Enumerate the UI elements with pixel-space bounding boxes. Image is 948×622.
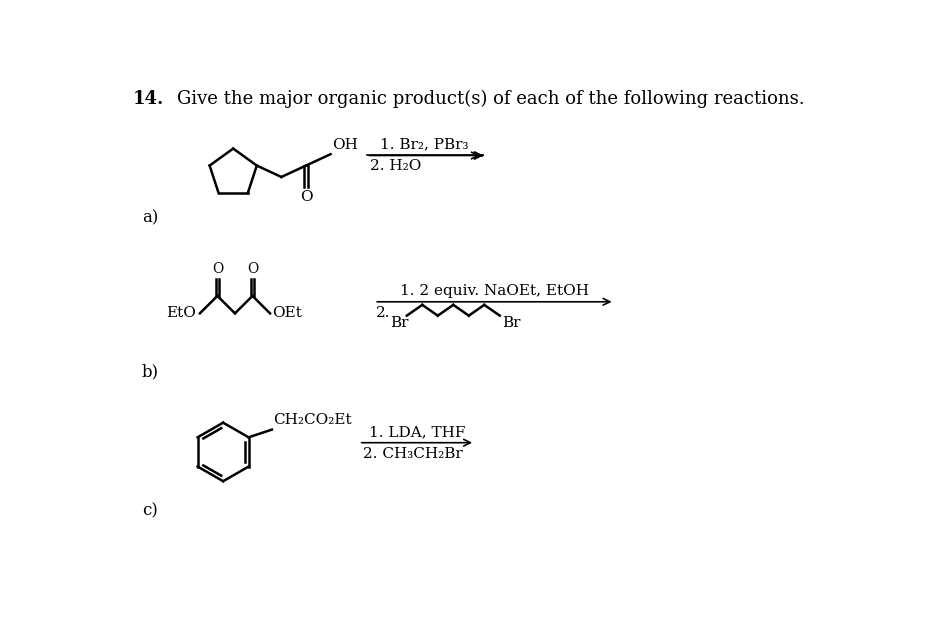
Text: EtO: EtO — [166, 307, 196, 320]
Text: CH₂CO₂Et: CH₂CO₂Et — [273, 412, 352, 427]
Text: 1. 2 equiv. NaOEt, EtOH: 1. 2 equiv. NaOEt, EtOH — [400, 284, 589, 298]
Text: a): a) — [142, 210, 158, 226]
Text: O: O — [246, 262, 258, 276]
Text: Br: Br — [502, 315, 520, 330]
Text: O: O — [300, 190, 312, 204]
Text: 2. H₂O: 2. H₂O — [371, 159, 422, 174]
Text: 14.: 14. — [133, 90, 164, 108]
Text: OH: OH — [332, 138, 358, 152]
Text: OEt: OEt — [272, 307, 302, 320]
Text: b): b) — [142, 363, 159, 381]
Text: 2. CH₃CH₂Br: 2. CH₃CH₂Br — [363, 447, 463, 460]
Text: c): c) — [142, 502, 157, 519]
Text: 2.: 2. — [375, 305, 391, 320]
Text: 1. LDA, THF: 1. LDA, THF — [369, 425, 465, 439]
Text: Br: Br — [390, 315, 409, 330]
Text: Give the major organic product(s) of each of the following reactions.: Give the major organic product(s) of eac… — [176, 90, 804, 108]
Text: O: O — [211, 262, 223, 276]
Text: 1. Br₂, PBr₃: 1. Br₂, PBr₃ — [380, 137, 469, 152]
